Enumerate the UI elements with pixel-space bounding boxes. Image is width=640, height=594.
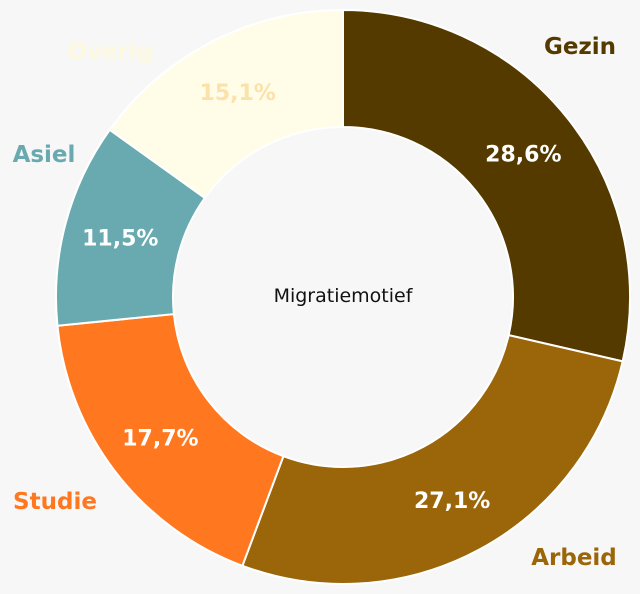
category-label-asiel: Asiel xyxy=(13,142,76,168)
percentage-labels: 28,6% 27,1% 17,7% 11,5% 15,1% xyxy=(82,81,561,514)
category-label-studie: Studie xyxy=(13,489,97,515)
category-label-overig: Overig xyxy=(67,39,153,65)
slice-overig xyxy=(108,8,344,200)
value-label-studie: 17,7% xyxy=(122,427,198,452)
slice-studie xyxy=(56,312,285,568)
center-label: Migratiemotief xyxy=(274,285,414,307)
slice-gezin xyxy=(342,8,631,363)
value-label-arbeid: 27,1% xyxy=(414,489,490,514)
value-label-overig: 15,1% xyxy=(200,81,276,106)
value-label-gezin: 28,6% xyxy=(485,142,561,167)
category-label-arbeid: Arbeid xyxy=(531,545,617,571)
category-labels: Gezin Arbeid Studie Asiel Overig xyxy=(13,34,617,571)
slice-arbeid xyxy=(241,333,624,585)
category-label-gezin: Gezin xyxy=(544,34,616,60)
donut-slices xyxy=(55,8,631,585)
value-label-asiel: 11,5% xyxy=(82,227,158,252)
